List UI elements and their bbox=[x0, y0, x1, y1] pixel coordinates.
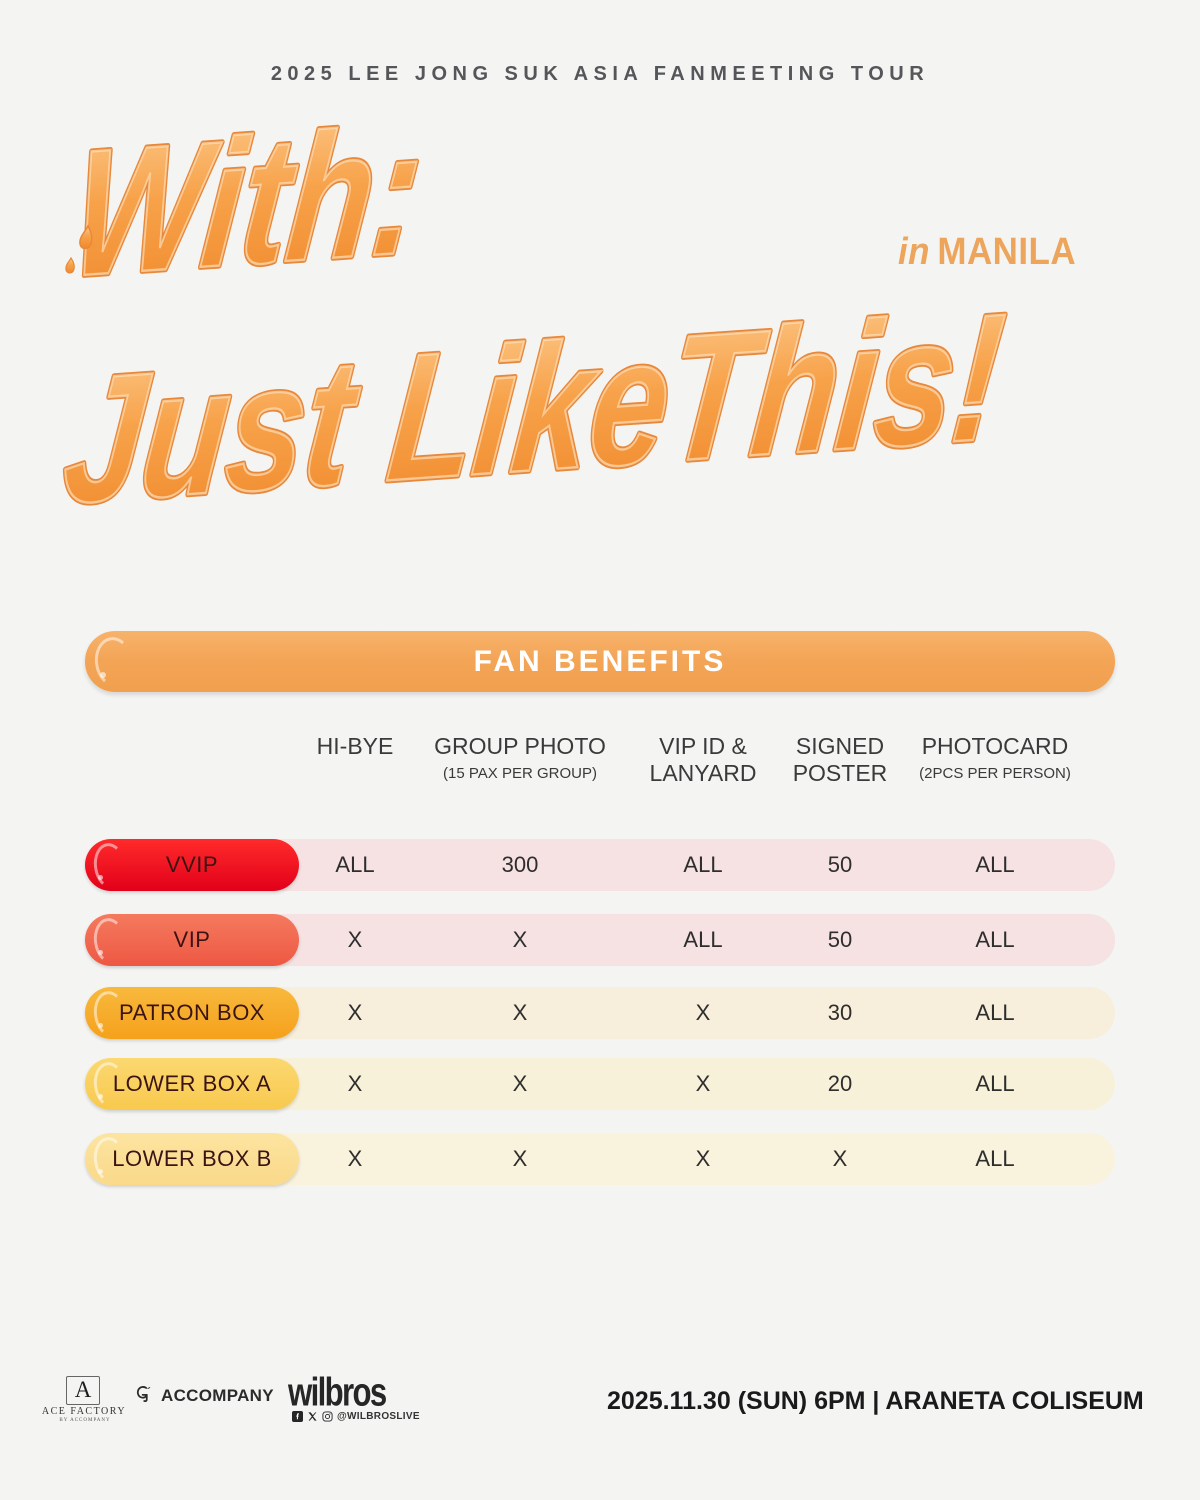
svg-text:With:: With: bbox=[64, 108, 431, 315]
svg-text:Just LikeThis!: Just LikeThis! bbox=[60, 277, 1012, 542]
